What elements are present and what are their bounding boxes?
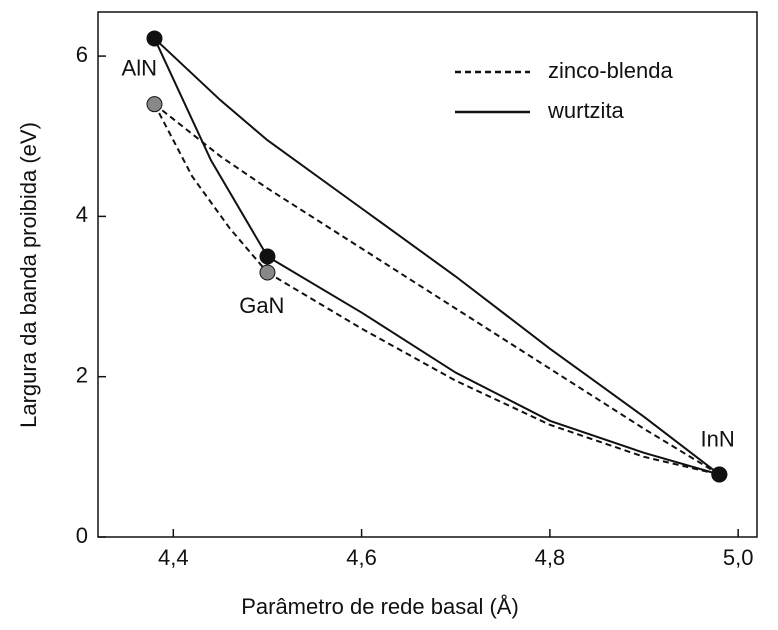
- annotation: InN: [701, 427, 735, 452]
- x-axis-label: Parâmetro de rede basal (Å): [241, 594, 519, 619]
- data-point: [711, 466, 728, 483]
- curve: [266, 255, 720, 476]
- data-point: [146, 96, 163, 113]
- plot-frame: [97, 11, 758, 538]
- legend-label: wurtzita: [547, 98, 625, 123]
- x-tick-label: 5,0: [723, 545, 754, 570]
- y-tick-label: 2: [76, 363, 88, 388]
- y-tick-label: 0: [76, 523, 88, 548]
- x-tick-label: 4,4: [158, 545, 189, 570]
- legend-label: zinco-blenda: [548, 58, 674, 83]
- x-tick-label: 4,6: [346, 545, 377, 570]
- curve: [153, 37, 720, 476]
- y-axis-label: Largura da banda proibida (eV): [16, 122, 41, 428]
- data-point: [259, 248, 276, 265]
- curve: [153, 103, 720, 476]
- annotation: AlN: [122, 56, 157, 81]
- data-point: [259, 264, 276, 281]
- data-point: [146, 30, 163, 47]
- y-tick-label: 6: [76, 42, 88, 67]
- annotation: GaN: [239, 293, 284, 318]
- curve: [153, 38, 269, 257]
- curve: [153, 103, 269, 274]
- x-tick-label: 4,8: [535, 545, 566, 570]
- curve: [266, 271, 720, 476]
- y-tick-label: 4: [76, 202, 88, 227]
